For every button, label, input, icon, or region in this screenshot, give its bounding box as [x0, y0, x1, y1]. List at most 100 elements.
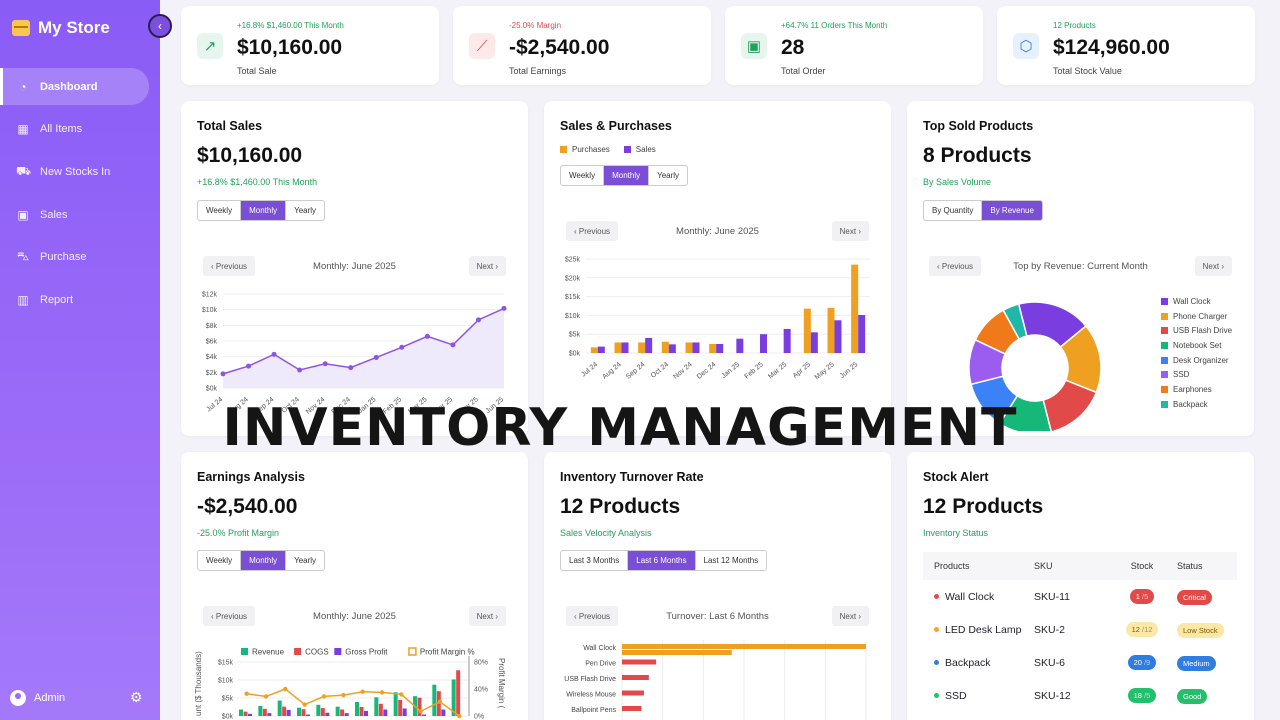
stock-badge: 20 /9	[1127, 655, 1157, 670]
earnings-chart: Revenue COGS Gross Profit Profit Margin % $0…	[194, 647, 506, 720]
x-tick-label: Dec 24	[696, 361, 718, 381]
previous-button[interactable]: ‹ Previous	[929, 256, 982, 276]
stock-threshold: /5	[1144, 691, 1151, 700]
next-button[interactable]: Next ›	[468, 256, 506, 276]
stat-change: +16.8% $1,460.00 This Month	[237, 21, 344, 30]
next-button[interactable]: Next ›	[831, 606, 869, 626]
x-tick-label: Sep 24	[254, 396, 276, 416]
toggle-by-quantity[interactable]: By Quantity	[924, 201, 983, 220]
legend-item[interactable]: Sales	[623, 142, 656, 157]
next-button[interactable]: Next ›	[468, 606, 506, 626]
sidebar-item-dashboard[interactable]: ◔ Dashboard	[0, 68, 149, 105]
bar	[622, 650, 732, 655]
previous-button[interactable]: ‹ Previous	[566, 221, 619, 241]
range-toggle: Last 3 Months Last 6 Months Last 12 Months	[560, 550, 768, 571]
bar	[383, 709, 388, 716]
previous-button[interactable]: ‹ Previous	[203, 256, 256, 276]
margin-point	[341, 692, 346, 698]
stock-count: 18	[1133, 691, 1142, 700]
legend-item[interactable]: Purchases	[560, 142, 610, 157]
toggle-yearly[interactable]: Yearly	[294, 206, 317, 215]
sidebar-item-label: Dashboard	[40, 80, 98, 93]
toggle-monthly[interactable]: Monthly	[604, 166, 650, 185]
earnings-margin: -25.0% Profit Margin	[197, 528, 280, 538]
turnover-sub: Sales Velocity Analysis	[560, 528, 652, 538]
toggle-weekly[interactable]: Weekly	[198, 201, 242, 220]
legend-item[interactable]: USB Flash Drive	[1161, 323, 1232, 338]
legend-item[interactable]: Phone Charger	[1161, 309, 1232, 324]
bar-chart-icon: ▥	[17, 292, 29, 307]
tick-label: $5k	[569, 332, 581, 339]
bar	[803, 308, 811, 353]
legend-item[interactable]: Notebook Set	[1161, 338, 1232, 353]
donut-slice	[1002, 303, 1028, 341]
data-point	[220, 371, 226, 377]
total-sales-change: +16.8% $1,460.00 This Month	[197, 177, 318, 187]
bar	[374, 697, 379, 716]
margin-point	[302, 702, 307, 707]
sidebar-item-purchase[interactable]: ⛍ Purchase	[0, 239, 160, 276]
stat-value: $10,160.00	[237, 36, 343, 59]
product-cell: LED Desk Lamp	[923, 624, 1034, 636]
table-row[interactable]: Wall Clock SKU-11 1 /5 Critical	[923, 580, 1237, 613]
legend-item[interactable]: SSD	[1161, 367, 1232, 382]
sidebar-nav: ◔ Dashboard ▦ All Items ⛟ New Stocks In ▣ Sales…	[0, 68, 160, 324]
legend-item[interactable]: Earphones	[1161, 382, 1232, 397]
status-dot	[934, 594, 939, 599]
toggle-by-revenue[interactable]: By Revenue	[982, 201, 1042, 220]
margin-point	[263, 694, 269, 699]
bar	[638, 342, 646, 353]
bar	[736, 338, 744, 353]
collapse-sidebar-button[interactable]: ‹	[148, 14, 172, 38]
tick-label: $0k	[206, 386, 218, 393]
y-tick-label: Ballpoint Pens	[571, 707, 616, 714]
x-tick-label: Nov 24	[305, 396, 327, 416]
toggle-last-3-months[interactable]: Last 3 Months	[561, 551, 629, 570]
status-cell: Critical	[1173, 589, 1233, 605]
table-row[interactable]: LED Desk Lamp SKU-2 12 /12 Low Stock	[923, 613, 1237, 646]
next-button[interactable]: Next ›	[1194, 256, 1232, 276]
x-tick-label: Sep 24	[625, 361, 647, 381]
total-sales-line-chart: $0k $2k $4k $6k $8k $10k $12k Jul 24 Aug 24 Sep 2…	[202, 292, 507, 416]
sidebar-item-sales[interactable]: ▣ Sales	[0, 196, 160, 233]
legend-item[interactable]: Wall Clock	[1161, 294, 1232, 309]
top-sold-card: Top Sold Products 8 Products By Sales Vo…	[907, 101, 1254, 436]
card-title: Top Sold Products	[923, 119, 1034, 133]
brand[interactable]: My Store	[12, 18, 110, 38]
legend-item[interactable]: Desk Organizer	[1161, 353, 1232, 368]
column-header: Products	[934, 561, 970, 571]
sidebar-item-new-stocks-in[interactable]: ⛟ New Stocks In	[0, 153, 160, 190]
toggle-last-12-months[interactable]: Last 12 Months	[703, 556, 759, 565]
app-title: My Store	[38, 18, 110, 37]
toggle-yearly[interactable]: Yearly	[294, 556, 317, 565]
table-row[interactable]: SSD SKU-12 18 /5 Good	[923, 679, 1237, 712]
previous-button[interactable]: ‹ Previous	[566, 606, 619, 626]
next-button[interactable]: Next ›	[831, 221, 869, 241]
stat-card: ⟋ -25.0% Margin -$2,540.00 Total Earnings	[453, 6, 711, 85]
toggle-last-6-months[interactable]: Last 6 Months	[628, 551, 696, 570]
sidebar-item-all-items[interactable]: ▦ All Items	[0, 111, 160, 148]
stat-label: Total Order	[781, 66, 826, 76]
sidebar-item-report[interactable]: ▥ Report	[0, 281, 160, 318]
status-cell: Good	[1173, 688, 1233, 704]
toggle-yearly[interactable]: Yearly	[657, 171, 680, 180]
bar	[622, 675, 649, 680]
table-row[interactable]: Backpack SKU-6 20 /9 Medium	[923, 646, 1237, 679]
top-sold-donut-chart	[968, 301, 1102, 431]
user-profile[interactable]: Admin	[10, 690, 65, 706]
bar	[359, 707, 364, 716]
legend-label: Notebook Set	[1173, 340, 1222, 350]
legend-swatch	[408, 647, 417, 656]
stock-threshold: /5	[1142, 592, 1149, 601]
toggle-monthly[interactable]: Monthly	[241, 201, 287, 220]
bar	[614, 342, 622, 353]
stat-change: 12 Products	[1053, 21, 1096, 30]
previous-button[interactable]: ‹ Previous	[203, 606, 256, 626]
gear-icon[interactable]: ⚙	[130, 689, 143, 705]
toggle-monthly[interactable]: Monthly	[241, 551, 287, 570]
tick-label: $12k	[202, 292, 218, 299]
legend-item[interactable]: Backpack	[1161, 397, 1232, 412]
toggle-weekly[interactable]: Weekly	[198, 551, 242, 570]
toggle-weekly[interactable]: Weekly	[561, 166, 605, 185]
tick-label: $5k	[222, 696, 234, 703]
